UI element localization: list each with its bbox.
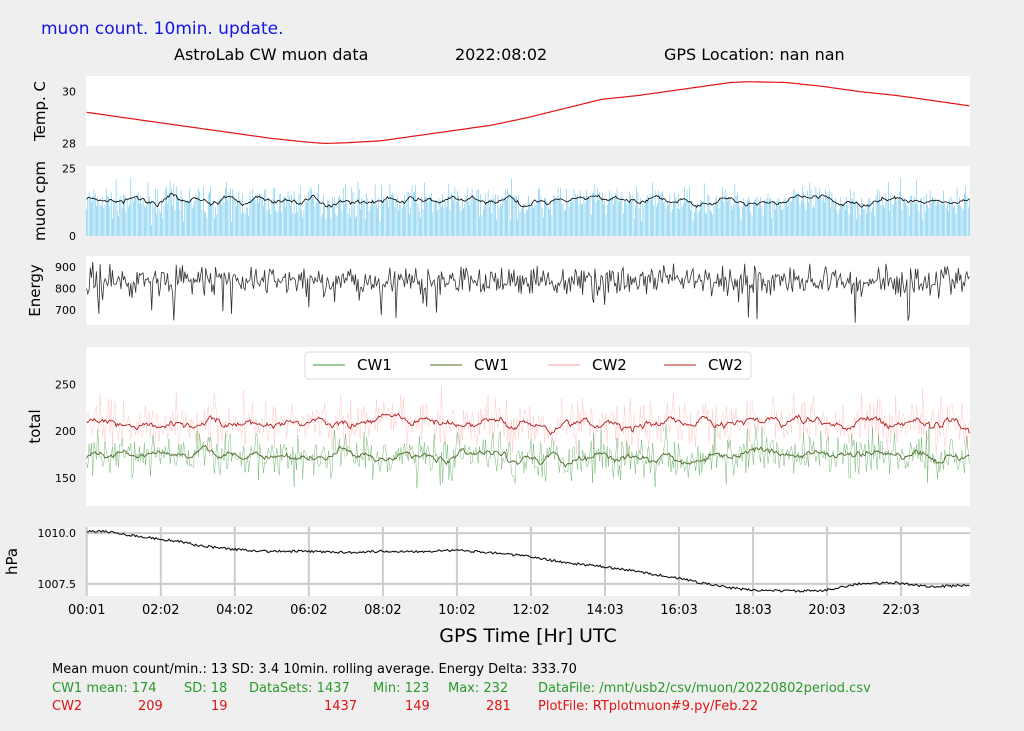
y-tick-label: 1010.0 — [38, 527, 77, 540]
y-tick-label: 30 — [62, 86, 76, 99]
x-tick-label: 08:02 — [364, 603, 401, 618]
x-tick-label: 20:03 — [808, 603, 845, 618]
x-tick-label: 00:01 — [68, 603, 105, 618]
plot-area-5 — [86, 527, 970, 596]
y-tick-label: 200 — [55, 425, 76, 438]
footer-cw1-min: Min: 123 — [373, 681, 430, 696]
plot-area-1 — [86, 76, 970, 146]
rolling-average-line — [86, 192, 970, 209]
y-tick-label: 800 — [55, 282, 76, 295]
footer-cw2-label: CW2 — [52, 699, 83, 714]
footer-cw1-sd: SD: 18 — [184, 681, 228, 696]
cw2-raw-line — [86, 386, 970, 459]
x-axis-label: GPS Time [Hr] UTC — [439, 625, 616, 647]
y-tick-label: 150 — [55, 472, 76, 485]
y-tick-label: 25 — [62, 163, 76, 176]
y-axis-label: muon cpm — [31, 161, 49, 241]
x-tick-label: 12:02 — [512, 603, 549, 618]
footer-cw2-min: 149 — [405, 699, 430, 714]
y-tick-label: 0 — [69, 230, 76, 243]
plot-area-2 — [86, 166, 970, 236]
gps-location: GPS Location: nan nan — [664, 45, 845, 64]
footer-cw2-datasets: 1437 — [324, 699, 358, 714]
x-tick-label: 22:03 — [882, 603, 919, 618]
cw2-average-line — [86, 413, 970, 436]
footer-cw2-plotfile: PlotFile: RTplotmuon#9.py/Feb.22 — [538, 699, 759, 714]
footer-cw2-sd: 19 — [211, 699, 228, 714]
y-axis-label: Temp. C — [31, 81, 49, 142]
y-tick-label: 900 — [55, 261, 76, 274]
energy-line — [86, 261, 970, 323]
cw1-raw-line — [86, 421, 970, 489]
chart-title: AstroLab CW muon data — [174, 45, 369, 64]
y-axis-label: Energy — [26, 264, 44, 317]
y-tick-label: 28 — [62, 137, 76, 150]
legend-entry: CW2 — [708, 356, 743, 374]
x-tick-label: 06:02 — [290, 603, 327, 618]
legend — [304, 351, 752, 380]
update-note: muon count. 10min. update. — [41, 19, 284, 39]
muon-count-bars — [86, 177, 970, 236]
footer-cw1-datasets: DataSets: 1437 — [249, 681, 350, 696]
footer-cw2-mean: 209 — [138, 699, 163, 714]
legend-entry: CW2 — [592, 356, 627, 374]
x-tick-label: 04:02 — [216, 603, 253, 618]
y-axis-label: total — [26, 409, 44, 443]
plot-area-3 — [86, 256, 970, 325]
cw1-average-line — [86, 444, 970, 468]
x-tick-label: 16:03 — [660, 603, 697, 618]
x-tick-label: 18:03 — [734, 603, 771, 618]
legend-entry: CW1 — [357, 356, 392, 374]
legend-entry: CW1 — [474, 356, 509, 374]
footer-cw2-max: 281 — [486, 699, 511, 714]
series-line — [86, 529, 970, 593]
y-tick-label: 250 — [55, 378, 76, 391]
x-tick-label: 02:02 — [142, 603, 179, 618]
series-line — [86, 81, 970, 144]
y-tick-label: 1007.5 — [38, 578, 77, 591]
x-tick-label: 14:03 — [586, 603, 623, 618]
footer-cw1-mean: CW1 mean: 174 — [52, 681, 157, 696]
y-tick-label: 700 — [55, 304, 76, 317]
footer-cw1-max: Max: 232 — [448, 681, 509, 696]
footer-summary: Mean muon count/min.: 13 SD: 3.4 10min. … — [52, 662, 577, 677]
y-axis-label: hPa — [3, 548, 21, 575]
footer-cw1-datafile: DataFile: /mnt/usb2/csv/muon/20220802per… — [538, 681, 871, 696]
x-tick-label: 10:02 — [438, 603, 475, 618]
chart-date: 2022:08:02 — [455, 45, 548, 64]
